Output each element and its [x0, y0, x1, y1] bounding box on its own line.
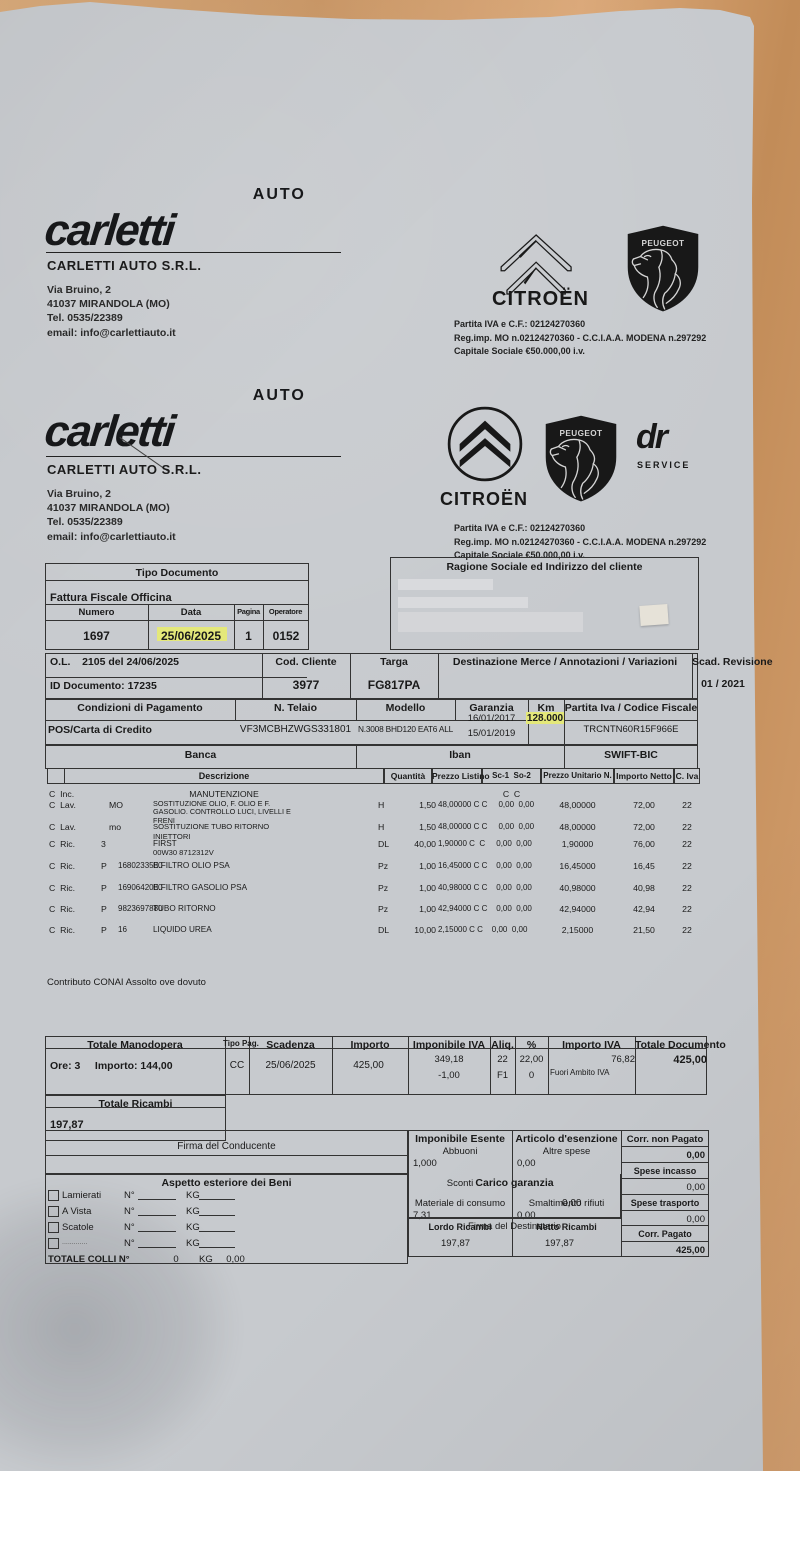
svg-text:PEUGEOT: PEUGEOT [560, 429, 603, 438]
svg-text:PEUGEOT: PEUGEOT [642, 239, 685, 248]
